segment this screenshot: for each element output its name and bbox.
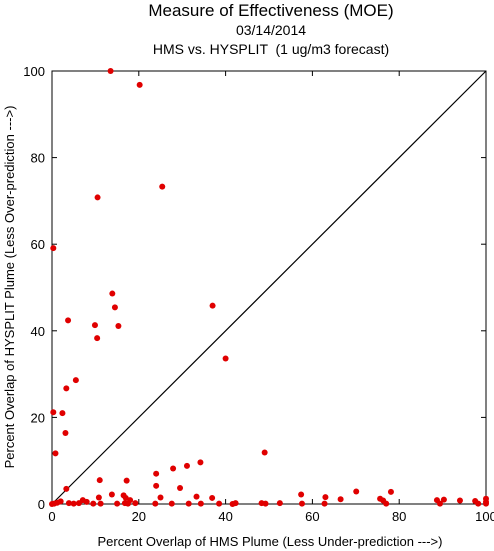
data-point (75, 500, 82, 507)
one-to-one-reference-line (51, 70, 487, 505)
data-point (70, 500, 77, 507)
x-tick-label: 0 (48, 509, 55, 524)
y-tick-label: 80 (31, 151, 45, 166)
data-point (298, 500, 305, 507)
data-point (475, 500, 482, 507)
x-tick-label: 40 (218, 509, 232, 524)
x-tick-label: 60 (305, 509, 319, 524)
data-point (456, 497, 463, 504)
data-point (185, 500, 192, 507)
data-point (387, 488, 394, 495)
data-point (197, 459, 204, 466)
x-tick-label: 100 (475, 509, 494, 524)
data-point (132, 500, 139, 507)
y-tick-label: 20 (31, 410, 45, 425)
data-point (51, 500, 58, 507)
data-point (95, 494, 102, 501)
data-point (65, 500, 72, 507)
data-point (50, 245, 57, 252)
x-axis-ticks: 0 20 40 60 80 100 (48, 71, 494, 524)
data-point (262, 500, 269, 507)
data-point (168, 500, 175, 507)
data-point (353, 488, 360, 495)
data-point (107, 68, 114, 74)
y-tick-label: 60 (31, 237, 45, 252)
x-axis-label: Percent Overlap of HMS Plume (Less Under… (98, 534, 443, 549)
data-point (52, 450, 59, 457)
data-point (440, 496, 447, 503)
data-point (159, 183, 166, 190)
y-tick-label: 0 (38, 497, 45, 512)
data-point (209, 494, 216, 501)
y-axis-ticks: 0 20 40 60 80 100 (23, 64, 486, 512)
data-point (322, 494, 329, 501)
data-point (197, 500, 204, 507)
plot-frame (51, 70, 487, 505)
data-point (153, 470, 160, 477)
data-point (108, 491, 115, 498)
data-point (90, 500, 97, 507)
data-point (157, 494, 164, 501)
data-point (232, 500, 239, 507)
data-point (123, 477, 130, 484)
data-point (383, 500, 390, 507)
data-point (276, 500, 283, 507)
data-point (436, 500, 443, 507)
data-point (96, 477, 103, 484)
data-point (115, 323, 122, 330)
chart-title: Measure of Effectiveness (MOE) (148, 1, 393, 20)
data-point (72, 377, 79, 384)
data-point (91, 322, 98, 329)
data-point (337, 496, 344, 503)
data-point (222, 355, 229, 362)
data-point (136, 81, 143, 88)
data-point (170, 465, 177, 472)
x-tick-label: 20 (132, 509, 146, 524)
data-point (152, 500, 159, 507)
data-point (216, 500, 223, 507)
data-point (111, 304, 118, 311)
data-point (94, 194, 101, 201)
data-point (50, 409, 57, 416)
chart-date: 03/14/2014 (236, 22, 306, 38)
data-point (483, 500, 489, 507)
data-points (49, 68, 489, 507)
data-point (153, 482, 160, 489)
data-point (321, 500, 328, 507)
y-tick-label: 40 (31, 324, 45, 339)
data-point (109, 290, 116, 297)
x-tick-label: 80 (392, 509, 406, 524)
data-point (94, 335, 101, 342)
data-point (193, 493, 200, 500)
data-point (114, 500, 121, 507)
data-point (63, 485, 70, 492)
chart-subtitle: HMS vs. HYSPLIT (1 ug/m3 forecast) (153, 41, 389, 57)
data-point (63, 385, 70, 392)
y-axis-label: Percent Overlap of HYSPLIT Plume (Less O… (2, 106, 17, 469)
data-point (261, 449, 268, 456)
data-point (209, 302, 216, 309)
data-point (127, 497, 134, 504)
data-point (177, 484, 184, 491)
data-point (65, 317, 72, 324)
data-point (97, 500, 104, 507)
data-point (83, 498, 90, 505)
data-point (183, 462, 190, 469)
data-point (62, 429, 69, 436)
data-point (59, 410, 66, 417)
y-tick-label: 100 (23, 64, 45, 79)
data-point (298, 491, 305, 498)
